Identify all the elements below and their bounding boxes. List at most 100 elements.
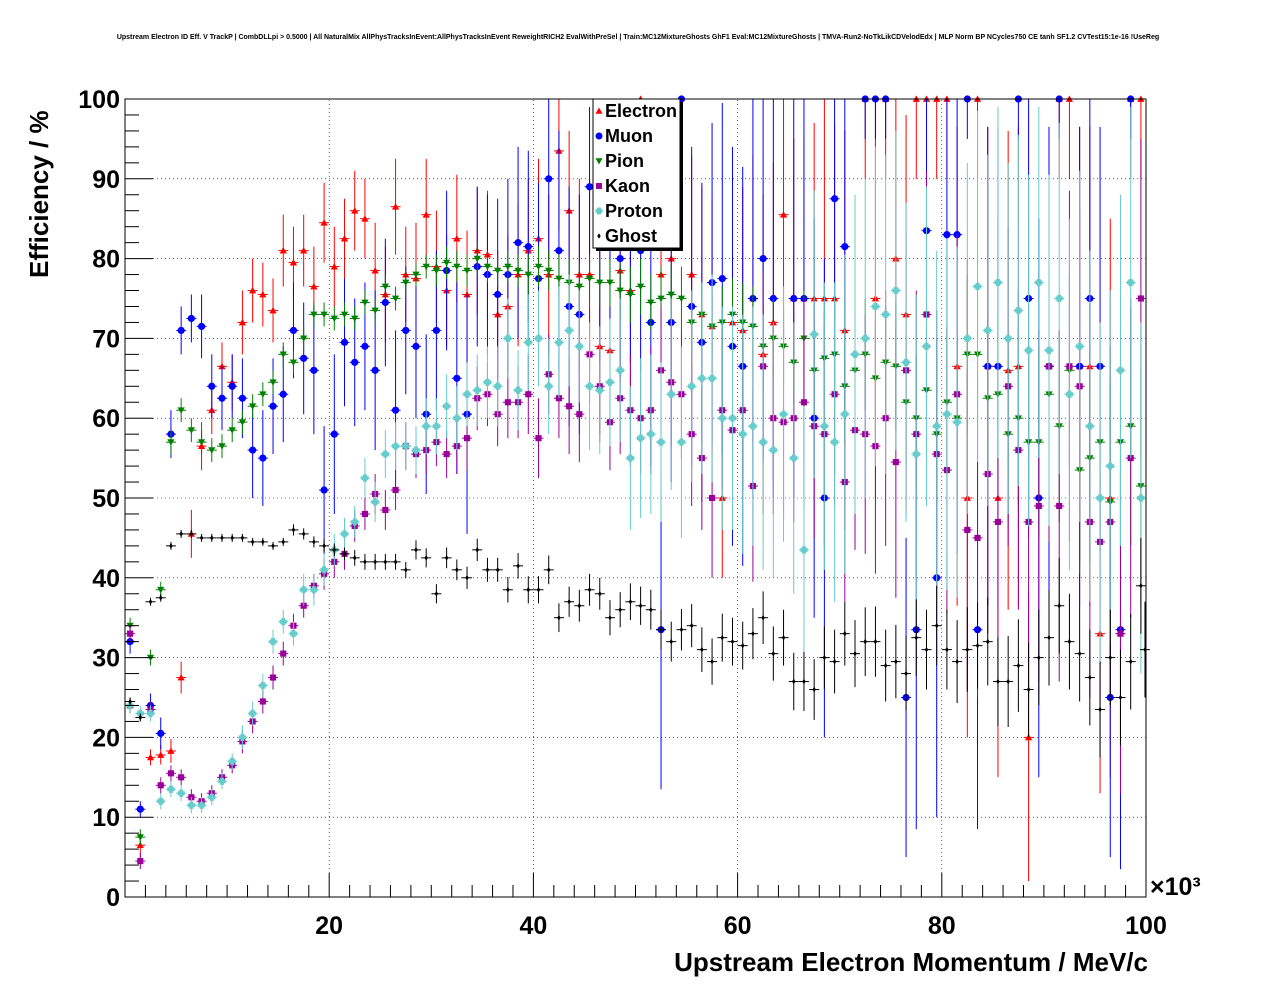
pion-point — [645, 274, 656, 331]
ghost-point — [237, 533, 248, 542]
electron-point — [237, 290, 248, 355]
legend-box — [592, 98, 681, 249]
kaon-point — [125, 625, 136, 642]
pion-point — [237, 410, 248, 435]
x-tick-label: 40 — [519, 912, 547, 940]
muon-point — [860, 95, 871, 139]
muon-point — [298, 302, 309, 415]
muon-point — [380, 238, 391, 367]
proton-point — [1013, 134, 1024, 487]
pion-point — [176, 398, 187, 423]
ghost-point — [737, 621, 748, 670]
proton-point — [992, 106, 1003, 459]
muon-point — [308, 306, 319, 435]
pion-point — [584, 254, 595, 303]
proton-point — [594, 326, 605, 455]
pion-point — [268, 370, 279, 395]
proton-point — [492, 346, 503, 427]
muon-point — [155, 717, 166, 750]
muon-point — [257, 410, 268, 506]
muon-point — [339, 278, 350, 407]
muon-point — [319, 426, 330, 554]
ghost-point — [145, 597, 156, 606]
proton-point — [370, 482, 381, 522]
ghost-point — [1125, 613, 1136, 710]
proton-point — [1044, 174, 1055, 526]
pion-point — [625, 266, 636, 323]
proton-point — [911, 294, 922, 614]
pion-point — [257, 382, 268, 407]
ghost-point — [278, 537, 289, 546]
proton-point — [625, 386, 636, 530]
pion-point — [216, 434, 227, 459]
pion-point — [635, 258, 646, 315]
pion-point — [400, 270, 411, 295]
x-tick-label: 100 — [1125, 912, 1167, 940]
proton-point — [268, 629, 279, 654]
legend-label: Proton — [605, 201, 663, 221]
ghost-point — [819, 626, 830, 689]
pion-point — [380, 274, 391, 299]
ghost-point — [268, 541, 279, 550]
proton-point — [288, 621, 299, 646]
proton-point — [176, 785, 187, 802]
proton-point — [390, 422, 401, 471]
ghost-point — [656, 609, 667, 650]
ghost-point — [257, 537, 268, 546]
electron-point — [931, 95, 942, 179]
proton-point — [237, 725, 248, 750]
proton-point — [921, 186, 932, 506]
ghost-point — [635, 586, 646, 625]
proton-point — [768, 322, 779, 578]
muon-point — [329, 354, 340, 514]
electron-point — [339, 198, 350, 279]
proton-point — [410, 426, 421, 475]
pion-point — [135, 829, 146, 846]
electron-point — [911, 95, 922, 179]
proton-point — [564, 274, 575, 387]
ghost-point — [717, 613, 728, 662]
ghost-point — [615, 592, 626, 628]
ghost-point — [523, 576, 534, 604]
legend-item-electron: Electron — [595, 101, 677, 121]
ghost-point — [298, 528, 309, 540]
pion-point — [594, 258, 605, 307]
ghost-point — [1135, 537, 1146, 634]
ghost-point — [564, 586, 575, 617]
ghost-point — [1139, 601, 1150, 698]
proton-point — [553, 286, 564, 399]
ghost-point — [1115, 649, 1126, 746]
ghost-point — [308, 536, 319, 548]
electron-point — [145, 749, 156, 766]
pion-point — [196, 430, 207, 455]
pion-point — [390, 286, 401, 311]
proton-point — [1003, 162, 1014, 514]
pion-point — [441, 246, 452, 279]
ghost-point — [972, 602, 983, 689]
ghost-point — [686, 604, 697, 648]
ghost-point — [533, 576, 544, 604]
proton-point — [778, 286, 789, 542]
electron-point — [359, 178, 370, 259]
ghost-point — [747, 608, 758, 660]
ghost-point — [850, 620, 861, 688]
pion-point — [472, 242, 483, 275]
proton-point — [155, 793, 166, 810]
proton-point — [727, 306, 738, 530]
muon-point — [216, 366, 227, 431]
proton-point — [339, 517, 350, 550]
proton-point — [196, 797, 207, 814]
legend-item-pion: Pion — [595, 151, 644, 171]
ghost-point — [1023, 642, 1034, 737]
proton-point — [319, 553, 330, 586]
legend-label: Muon — [605, 126, 653, 146]
ghost-point — [421, 548, 432, 568]
ghost-point — [1054, 557, 1065, 654]
pion-point — [410, 262, 421, 287]
proton-point — [615, 298, 626, 443]
proton-point — [380, 430, 391, 479]
proton-point — [247, 701, 258, 726]
y-tick-label: 90 — [92, 166, 120, 194]
ghost-point — [758, 591, 769, 645]
electron-point — [176, 661, 187, 694]
